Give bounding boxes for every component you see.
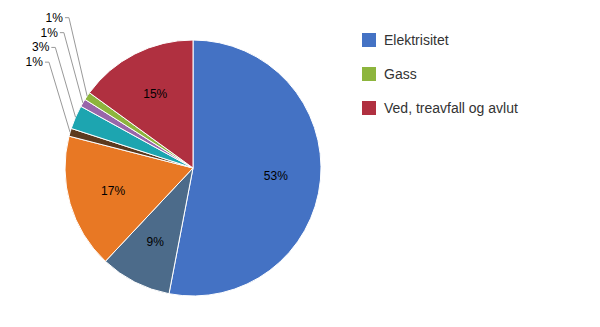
svg-text:1%: 1%: [26, 55, 44, 69]
html-text:Ved, treavfall og avlut: Ved, treavfall og avlut: [384, 100, 518, 116]
svg-text:9%: 9%: [147, 235, 165, 249]
svg-text:1%: 1%: [46, 11, 64, 25]
svg-text:17%: 17%: [101, 184, 125, 198]
html-text:Gass: Gass: [384, 66, 417, 82]
svg-text:1%: 1%: [41, 26, 59, 40]
html-text:Elektrisitet: Elektrisitet: [384, 32, 449, 48]
svg-text:3%: 3%: [32, 40, 50, 54]
svg-text:53%: 53%: [264, 169, 288, 183]
svg-text:15%: 15%: [143, 87, 167, 101]
